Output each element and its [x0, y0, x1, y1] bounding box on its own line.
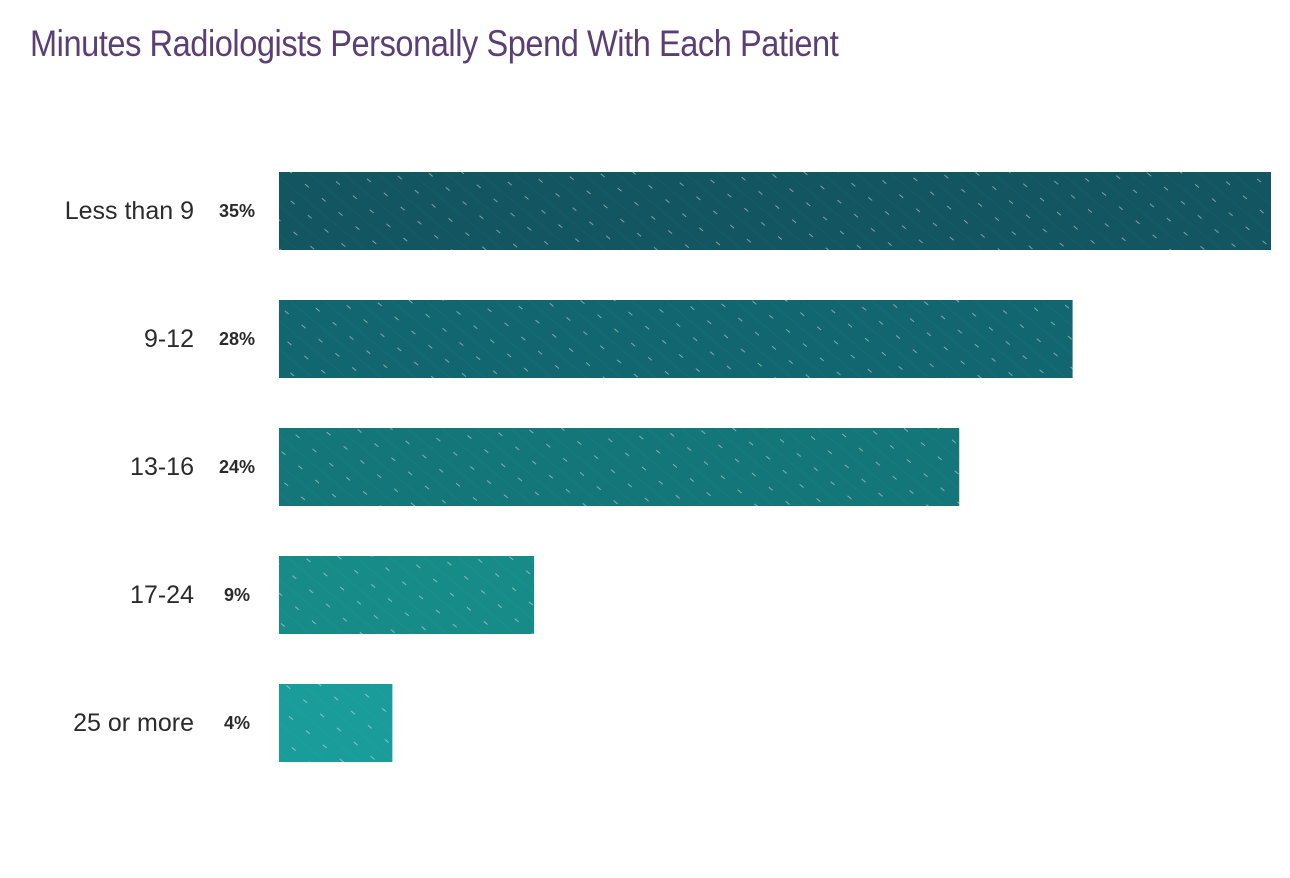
value-label: 24%: [219, 457, 255, 477]
bar-texture: [279, 556, 535, 634]
value-label: 28%: [219, 329, 255, 349]
bar-texture: [279, 172, 1271, 250]
value-label: 4%: [224, 713, 250, 733]
category-label: 25 or more: [73, 709, 194, 737]
value-label: 9%: [224, 585, 250, 605]
bar-texture: [279, 300, 1073, 378]
bar-texture: [279, 428, 960, 506]
category-label: 9-12: [144, 325, 194, 353]
value-label: 35%: [219, 201, 255, 221]
category-label: 17-24: [130, 581, 194, 609]
category-label: 13-16: [130, 453, 194, 481]
bars-group: Less than 9 35% 9-12 28% 13-16 24% 17-24 9% 25 o…: [65, 172, 1271, 762]
chart-title: Minutes Radiologists Personally Spend Wi…: [30, 23, 839, 64]
bar-texture: [279, 684, 393, 762]
category-label: Less than 9: [65, 197, 194, 225]
